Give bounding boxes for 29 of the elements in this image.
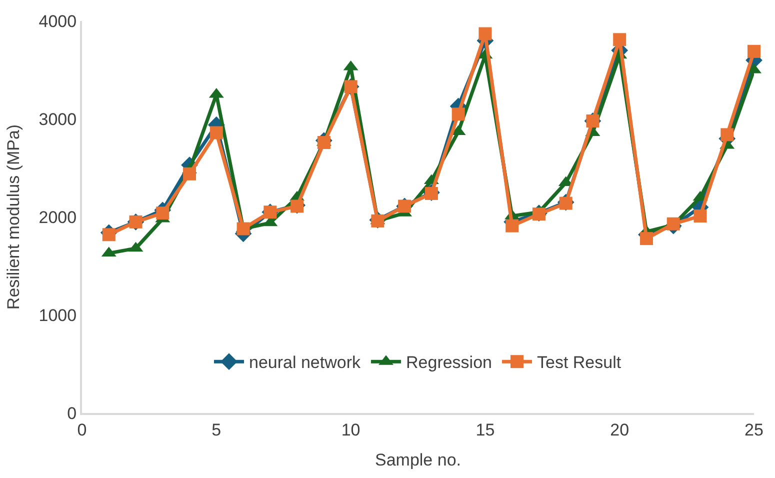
y-tick-label: 3000	[38, 110, 77, 129]
point	[156, 206, 170, 220]
point	[748, 44, 760, 58]
point	[452, 108, 465, 121]
y-axis-title: Resilient modulus (MPa)	[4, 124, 23, 310]
point	[506, 219, 519, 232]
point	[210, 126, 223, 140]
legend-label: neural network	[249, 353, 362, 372]
y-tick-label: 4000	[38, 12, 77, 31]
legend-label: Regression	[406, 353, 492, 372]
x-tick-label: 10	[341, 420, 360, 440]
point	[183, 167, 196, 180]
point	[720, 128, 734, 142]
x-tick-label: 20	[610, 420, 630, 440]
point	[290, 200, 304, 213]
y-tick-label: 0	[67, 404, 77, 423]
y-tick-label: 1000	[38, 306, 77, 325]
y-tick-label: 2000	[38, 208, 77, 227]
point	[478, 27, 492, 40]
x-tick-label: 15	[476, 420, 495, 440]
point	[613, 33, 626, 46]
x-tick-label: 5	[212, 420, 222, 440]
point	[694, 210, 707, 223]
x-axis-title: Sample no.	[375, 450, 461, 470]
point	[317, 136, 330, 150]
legend-label: Test Result	[537, 353, 622, 372]
point	[640, 232, 653, 246]
point	[236, 222, 250, 236]
x-tick-label: 25	[744, 420, 764, 440]
